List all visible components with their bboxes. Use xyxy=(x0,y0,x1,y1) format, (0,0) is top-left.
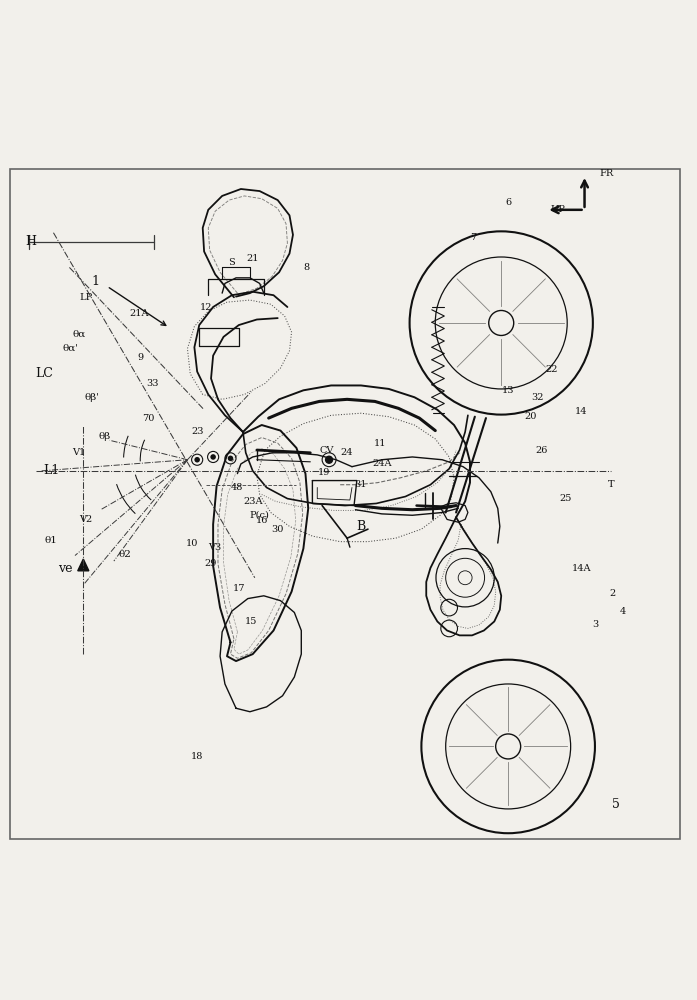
Text: 16: 16 xyxy=(256,516,268,525)
Text: 24A: 24A xyxy=(372,459,392,468)
Circle shape xyxy=(210,454,216,460)
Text: θβ': θβ' xyxy=(84,393,99,402)
Text: 33: 33 xyxy=(146,379,159,388)
Text: 70: 70 xyxy=(142,414,155,423)
Text: ve: ve xyxy=(58,562,72,575)
Text: V3: V3 xyxy=(208,543,222,552)
Text: 20: 20 xyxy=(524,412,537,421)
Circle shape xyxy=(325,456,332,463)
Text: S: S xyxy=(229,258,236,267)
Text: 4: 4 xyxy=(620,607,626,616)
Text: 48: 48 xyxy=(231,483,244,492)
Text: 30: 30 xyxy=(272,525,284,534)
Text: LC: LC xyxy=(36,367,54,380)
Text: V1: V1 xyxy=(72,448,86,457)
Text: 8: 8 xyxy=(304,263,310,272)
Text: 19: 19 xyxy=(318,468,330,477)
Text: 14A: 14A xyxy=(572,564,591,573)
Text: 21: 21 xyxy=(247,254,259,263)
Text: 12: 12 xyxy=(200,303,213,312)
Text: θβ: θβ xyxy=(98,432,110,441)
Text: P(c): P(c) xyxy=(250,511,270,520)
Text: B: B xyxy=(356,520,366,533)
Text: θ1: θ1 xyxy=(45,536,58,545)
Text: 23A: 23A xyxy=(243,497,263,506)
Text: 31: 31 xyxy=(355,480,367,489)
Text: UP: UP xyxy=(551,205,565,214)
Text: 24: 24 xyxy=(341,448,353,457)
Text: 14: 14 xyxy=(575,407,588,416)
Text: L1: L1 xyxy=(43,464,59,477)
Text: 2: 2 xyxy=(609,589,615,598)
Text: 21A: 21A xyxy=(129,309,148,318)
Text: T: T xyxy=(608,480,614,489)
Text: FR: FR xyxy=(599,169,614,178)
Text: 5: 5 xyxy=(612,798,620,811)
Text: CV: CV xyxy=(319,446,333,455)
Text: 26: 26 xyxy=(535,446,548,455)
Text: 25: 25 xyxy=(559,494,572,503)
Circle shape xyxy=(194,457,200,463)
Text: 23: 23 xyxy=(191,427,204,436)
Text: 17: 17 xyxy=(233,584,245,593)
Text: 29: 29 xyxy=(205,559,217,568)
Text: θα': θα' xyxy=(63,344,79,353)
Text: LP: LP xyxy=(79,293,93,302)
Text: 22: 22 xyxy=(545,365,558,374)
Polygon shape xyxy=(78,559,89,571)
Text: 6: 6 xyxy=(505,198,511,207)
Text: 13: 13 xyxy=(502,386,514,395)
Text: θα: θα xyxy=(72,330,86,339)
Text: 10: 10 xyxy=(186,539,199,548)
Text: 1: 1 xyxy=(91,275,99,288)
Text: 15: 15 xyxy=(245,617,257,626)
Text: H: H xyxy=(25,235,36,248)
Text: 18: 18 xyxy=(191,752,204,761)
Circle shape xyxy=(228,456,233,461)
Text: θ2: θ2 xyxy=(118,550,132,559)
Text: V2: V2 xyxy=(79,515,93,524)
Text: 11: 11 xyxy=(374,439,386,448)
Text: 7: 7 xyxy=(470,233,477,242)
Text: 3: 3 xyxy=(592,620,598,629)
Text: 9: 9 xyxy=(137,353,144,362)
Text: 32: 32 xyxy=(531,393,544,402)
